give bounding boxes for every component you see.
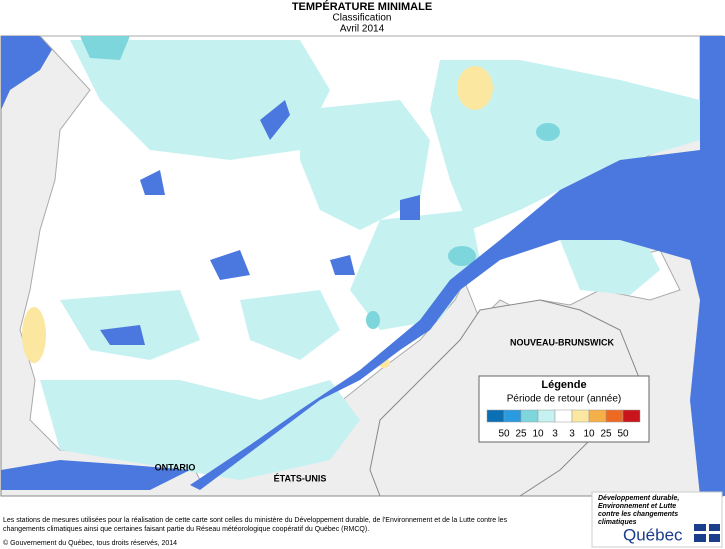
lake-ontario [1,460,190,490]
legend-label: 25 [600,429,612,440]
logo-tagline: Développement durable, [598,495,679,502]
zone [22,307,46,363]
logo-flag [694,531,720,534]
region-label: NOUVEAU-BRUNSWICK [510,337,614,347]
zone [448,246,476,266]
zone [560,230,660,295]
map: NOUVEAU-BRUNSWICK ONTARIO ÉTATS-UNIS [0,35,725,497]
legend-box [478,375,650,443]
legend-label: 50 [617,429,629,440]
zone [430,60,700,230]
zone [40,380,360,480]
logo-tagline: climatiques [598,519,637,526]
region-label: ONTARIO [155,462,196,472]
period: Avril 2014 [340,24,385,35]
footer-note: Les stations de mesures utilisées pour l… [3,517,508,524]
logo-tagline: Environnement et Lutte [598,503,676,510]
zone [536,123,560,141]
legend-label: 25 [515,429,527,440]
logo-name: Québec [623,525,683,544]
copyright: © Gouvernement du Québec, tous droits ré… [3,539,177,547]
legend-swatch [605,409,624,423]
zone [240,290,340,360]
zone [300,100,430,230]
legend-swatch [622,409,641,423]
zone [80,36,130,60]
hudson-bay [1,36,60,110]
legend-swatch [503,409,522,423]
logo-tagline: contre les changements [598,511,678,518]
subtitle: Classification [333,13,392,24]
st-lawrence [190,36,725,496]
legend-swatch [537,409,556,423]
legend-swatch [554,409,573,423]
zone [60,290,200,360]
zone [457,66,493,110]
legend-swatch [571,409,590,423]
legend-title: Légende [541,379,586,391]
legend-label: 3 [552,429,558,440]
legend: Légende Période de retour (année) 50 25 10… [478,375,650,443]
zone [366,311,380,329]
legend-subtitle: Période de retour (année) [507,394,622,405]
legend-label: 50 [498,429,510,440]
legend-label: 10 [532,429,544,440]
legend-swatch [520,409,539,423]
title: TEMPÉRATURE MINIMALE [292,0,432,13]
footer-note: changements climatiques ainsi que certai… [3,526,369,533]
legend-swatch [588,409,607,423]
legend-label: 10 [583,429,595,440]
legend-label: 3 [569,429,575,440]
legend-swatch [486,409,505,423]
region-label: ÉTATS-UNIS [274,473,327,483]
